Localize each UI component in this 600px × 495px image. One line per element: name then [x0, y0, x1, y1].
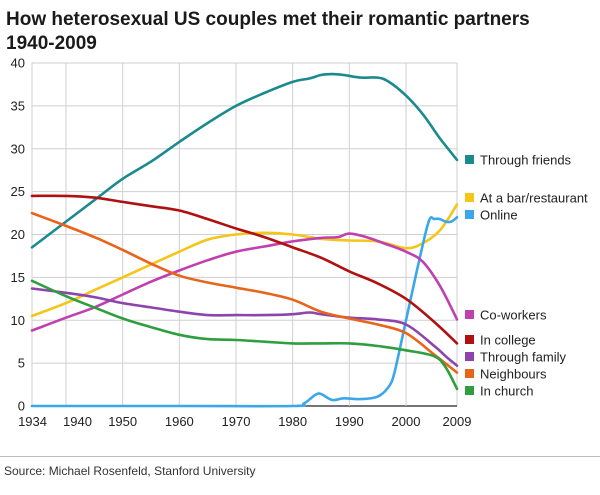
- y-tick-label: 10: [11, 313, 25, 328]
- y-tick-label: 15: [11, 270, 25, 285]
- series-line-neighbours: [30, 211, 459, 374]
- series-line-co-workers: [30, 232, 459, 332]
- x-axis-ticks: 1934 1940 1950 1960 1970 1980 1990 2000 2009: [18, 414, 471, 429]
- legend-label-through-friends: Through friends: [480, 153, 572, 168]
- x-tick-label: 2000: [392, 414, 421, 429]
- x-tick-label: 1990: [335, 414, 364, 429]
- y-tick-label: 0: [18, 399, 25, 414]
- series-line-through-friends: [30, 72, 459, 249]
- legend-swatch-neighbours: [465, 369, 474, 378]
- chart-title: How heterosexual US couples met their ro…: [6, 8, 596, 56]
- x-tick-label: 2009: [443, 414, 472, 429]
- legend-swatch-in-college: [465, 335, 474, 344]
- legend-label-through-family: Through family: [480, 350, 566, 365]
- legend-label-in-college: In college: [480, 333, 536, 348]
- source-note: Source: Michael Rosenfeld, Stanford Univ…: [4, 464, 256, 478]
- series-line-through-family: [30, 287, 459, 367]
- y-tick-label: 25: [11, 184, 25, 199]
- y-tick-label: 5: [18, 356, 25, 371]
- grid: [31, 62, 458, 407]
- x-tick-label: 1950: [108, 414, 137, 429]
- legend-label-at-a-bar-restaurant: At a bar/restaurant: [480, 191, 588, 206]
- x-tick-label: 1970: [222, 414, 251, 429]
- chart-title-line-1: How heterosexual US couples met their ro…: [6, 9, 530, 30]
- series-lines: [30, 72, 459, 408]
- y-tick-label: 20: [11, 227, 25, 242]
- y-tick-label: 30: [11, 141, 25, 156]
- legend-label-co-workers: Co-workers: [480, 308, 547, 323]
- legend-swatch-co-workers: [465, 310, 474, 319]
- chart-title-line-2: 1940-2009: [6, 33, 97, 54]
- x-tick-label: 1960: [165, 414, 194, 429]
- y-tick-label: 40: [11, 56, 25, 71]
- series-line-in-college: [30, 194, 459, 345]
- line-chart: 0 5 10 15 20 25 30 35 40 1934 1940 1950 1960 1970 198…: [11, 56, 589, 430]
- legend-swatch-through-friends: [465, 155, 474, 164]
- series-line-online: [30, 215, 459, 408]
- series-line-at-a-bar-restaurant: [30, 203, 459, 318]
- legend-label-neighbours: Neighbours: [480, 367, 547, 382]
- x-tick-label: 1934: [18, 414, 47, 429]
- footer-divider: [0, 456, 600, 457]
- legend-swatch-at-a-bar-restaurant: [465, 193, 474, 202]
- y-axis-ticks: 0 5 10 15 20 25 30 35 40: [11, 56, 25, 414]
- legend-label-in-church: In church: [480, 384, 533, 399]
- x-tick-label: 1980: [278, 414, 307, 429]
- legend-swatch-through-family: [465, 352, 474, 361]
- legend-swatch-online: [465, 210, 474, 219]
- y-tick-label: 35: [11, 98, 25, 113]
- legend: Through friends At a bar/restaurant Online…: [465, 153, 588, 399]
- series-line-in-church: [30, 279, 459, 391]
- legend-label-online: Online: [480, 208, 518, 223]
- x-tick-label: 1940: [63, 414, 92, 429]
- legend-swatch-in-church: [465, 386, 474, 395]
